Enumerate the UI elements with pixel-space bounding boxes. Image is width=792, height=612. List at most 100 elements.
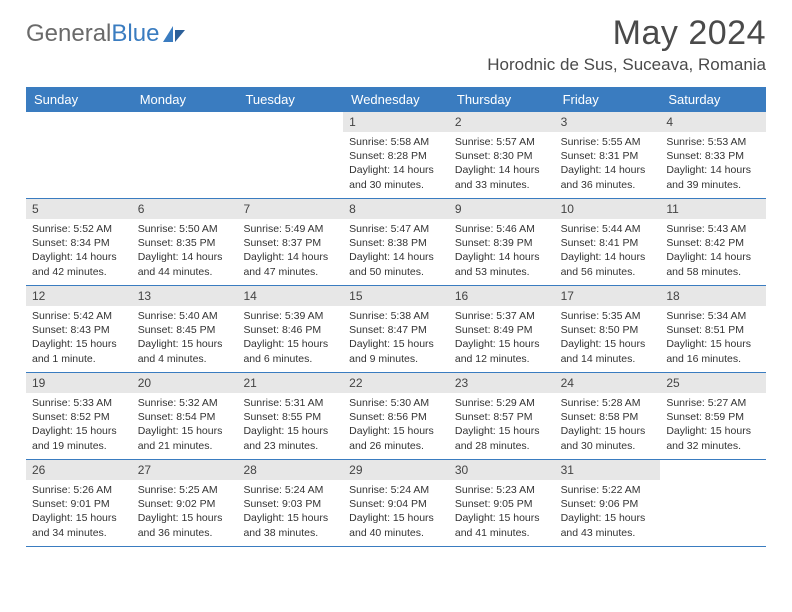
daylight-text: Daylight: 15 hours and 19 minutes.: [32, 424, 126, 452]
sunrise-text: Sunrise: 5:55 AM: [561, 135, 655, 149]
day-number: 8: [343, 199, 449, 219]
week-row: 5Sunrise: 5:52 AMSunset: 8:34 PMDaylight…: [26, 199, 766, 286]
day-number: 28: [237, 460, 343, 480]
daylight-text: Daylight: 14 hours and 44 minutes.: [138, 250, 232, 278]
day-cell: 16Sunrise: 5:37 AMSunset: 8:49 PMDayligh…: [449, 286, 555, 372]
day-body: Sunrise: 5:53 AMSunset: 8:33 PMDaylight:…: [660, 132, 766, 198]
day-body: Sunrise: 5:32 AMSunset: 8:54 PMDaylight:…: [132, 393, 238, 459]
daylight-text: Daylight: 15 hours and 43 minutes.: [561, 511, 655, 539]
sunrise-text: Sunrise: 5:57 AM: [455, 135, 549, 149]
day-body: Sunrise: 5:31 AMSunset: 8:55 PMDaylight:…: [237, 393, 343, 459]
sunrise-text: Sunrise: 5:30 AM: [349, 396, 443, 410]
sunrise-text: Sunrise: 5:22 AM: [561, 483, 655, 497]
weekday-header: Sunday: [26, 87, 132, 112]
daylight-text: Daylight: 15 hours and 21 minutes.: [138, 424, 232, 452]
day-cell: 3Sunrise: 5:55 AMSunset: 8:31 PMDaylight…: [555, 112, 661, 198]
sunrise-text: Sunrise: 5:39 AM: [243, 309, 337, 323]
day-body: Sunrise: 5:28 AMSunset: 8:58 PMDaylight:…: [555, 393, 661, 459]
logo-text-2: Blue: [111, 20, 159, 48]
day-body: Sunrise: 5:46 AMSunset: 8:39 PMDaylight:…: [449, 219, 555, 285]
daylight-text: Daylight: 14 hours and 39 minutes.: [666, 163, 760, 191]
day-number: 27: [132, 460, 238, 480]
sunset-text: Sunset: 9:01 PM: [32, 497, 126, 511]
day-cell: 10Sunrise: 5:44 AMSunset: 8:41 PMDayligh…: [555, 199, 661, 285]
daylight-text: Daylight: 15 hours and 32 minutes.: [666, 424, 760, 452]
day-number: 31: [555, 460, 661, 480]
day-number: 4: [660, 112, 766, 132]
daylight-text: Daylight: 14 hours and 36 minutes.: [561, 163, 655, 191]
day-body: Sunrise: 5:29 AMSunset: 8:57 PMDaylight:…: [449, 393, 555, 459]
day-number: 11: [660, 199, 766, 219]
day-cell: 18Sunrise: 5:34 AMSunset: 8:51 PMDayligh…: [660, 286, 766, 372]
sunset-text: Sunset: 9:04 PM: [349, 497, 443, 511]
day-cell: 25Sunrise: 5:27 AMSunset: 8:59 PMDayligh…: [660, 373, 766, 459]
day-number: 24: [555, 373, 661, 393]
sunrise-text: Sunrise: 5:44 AM: [561, 222, 655, 236]
day-cell: 4Sunrise: 5:53 AMSunset: 8:33 PMDaylight…: [660, 112, 766, 198]
day-cell: 14Sunrise: 5:39 AMSunset: 8:46 PMDayligh…: [237, 286, 343, 372]
sunrise-text: Sunrise: 5:32 AM: [138, 396, 232, 410]
sunset-text: Sunset: 9:05 PM: [455, 497, 549, 511]
daylight-text: Daylight: 15 hours and 36 minutes.: [138, 511, 232, 539]
day-body: Sunrise: 5:39 AMSunset: 8:46 PMDaylight:…: [237, 306, 343, 372]
sunrise-text: Sunrise: 5:53 AM: [666, 135, 760, 149]
day-body: Sunrise: 5:25 AMSunset: 9:02 PMDaylight:…: [132, 480, 238, 546]
sunrise-text: Sunrise: 5:26 AM: [32, 483, 126, 497]
sunset-text: Sunset: 8:59 PM: [666, 410, 760, 424]
day-cell: 6Sunrise: 5:50 AMSunset: 8:35 PMDaylight…: [132, 199, 238, 285]
day-number: 21: [237, 373, 343, 393]
sunrise-text: Sunrise: 5:24 AM: [349, 483, 443, 497]
day-cell: 12Sunrise: 5:42 AMSunset: 8:43 PMDayligh…: [26, 286, 132, 372]
week-row: 26 Sunrise: 5:26 AMSunset: 9:01 PM Dayligh…: [26, 460, 766, 547]
sunset-text: Sunset: 8:51 PM: [666, 323, 760, 337]
daylight-text: Daylight: 14 hours and 47 minutes.: [243, 250, 337, 278]
day-body: Sunrise: 5:52 AMSunset: 8:34 PMDaylight:…: [26, 219, 132, 285]
day-cell: 8Sunrise: 5:47 AMSunset: 8:38 PMDaylight…: [343, 199, 449, 285]
day-body: Sunrise: 5:38 AMSunset: 8:47 PMDaylight:…: [343, 306, 449, 372]
daylight-text: Daylight: 15 hours and 40 minutes.: [349, 511, 443, 539]
day-body: Sunrise: 5:43 AMSunset: 8:42 PMDaylight:…: [660, 219, 766, 285]
day-body: Sunrise: 5:49 AMSunset: 8:37 PMDaylight:…: [237, 219, 343, 285]
day-body: Sunrise: 5:27 AMSunset: 8:59 PMDaylight:…: [660, 393, 766, 459]
sunset-text: Sunset: 8:34 PM: [32, 236, 126, 250]
weekday-header: Wednesday: [343, 87, 449, 112]
daylight-text: Daylight: 15 hours and 30 minutes.: [561, 424, 655, 452]
day-cell: 5Sunrise: 5:52 AMSunset: 8:34 PMDaylight…: [26, 199, 132, 285]
day-number: [132, 112, 238, 118]
sunset-text: Sunset: 8:57 PM: [455, 410, 549, 424]
day-number: 30: [449, 460, 555, 480]
day-number: 3: [555, 112, 661, 132]
daylight-text: Daylight: 14 hours and 33 minutes.: [455, 163, 549, 191]
day-cell: 30Sunrise: 5:23 AMSunset: 9:05 PMDayligh…: [449, 460, 555, 546]
day-number: 26: [26, 460, 132, 480]
sunrise-text: Sunrise: 5:34 AM: [666, 309, 760, 323]
day-body: Sunrise: 5:42 AMSunset: 8:43 PMDaylight:…: [26, 306, 132, 372]
weekday-header-row: SundayMondayTuesdayWednesdayThursdayFrid…: [26, 87, 766, 112]
sunset-text: Sunset: 8:39 PM: [455, 236, 549, 250]
sunrise-text: Sunrise: 5:43 AM: [666, 222, 760, 236]
sunrise-text: Sunrise: 5:28 AM: [561, 396, 655, 410]
weekday-header: Friday: [555, 87, 661, 112]
sunrise-text: Sunrise: 5:52 AM: [32, 222, 126, 236]
day-number: 17: [555, 286, 661, 306]
day-number: [660, 460, 766, 466]
day-body: Sunrise: 5:47 AMSunset: 8:38 PMDaylight:…: [343, 219, 449, 285]
sunrise-text: Sunrise: 5:29 AM: [455, 396, 549, 410]
sunrise-text: Sunrise: 5:38 AM: [349, 309, 443, 323]
day-body: Sunrise: 5:35 AMSunset: 8:50 PMDaylight:…: [555, 306, 661, 372]
weeks-container: 1Sunrise: 5:58 AMSunset: 8:28 PMDaylight…: [26, 112, 766, 547]
title-block: May 2024 Horodnic de Sus, Suceava, Roman…: [487, 14, 766, 75]
sunrise-text: Sunrise: 5:40 AM: [138, 309, 232, 323]
daylight-text: Daylight: 15 hours and 41 minutes.: [455, 511, 549, 539]
sunset-text: Sunset: 9:02 PM: [138, 497, 232, 511]
day-cell: [660, 460, 766, 546]
day-number: 9: [449, 199, 555, 219]
sunset-text: Sunset: 9:06 PM: [561, 497, 655, 511]
sunset-text: Sunset: 8:41 PM: [561, 236, 655, 250]
day-number: 23: [449, 373, 555, 393]
day-body: Sunrise: 5:50 AMSunset: 8:35 PMDaylight:…: [132, 219, 238, 285]
sunrise-text: Sunrise: 5:27 AM: [666, 396, 760, 410]
sunset-text: Sunset: 8:55 PM: [243, 410, 337, 424]
day-number: 13: [132, 286, 238, 306]
daylight-text: Daylight: 15 hours and 9 minutes.: [349, 337, 443, 365]
